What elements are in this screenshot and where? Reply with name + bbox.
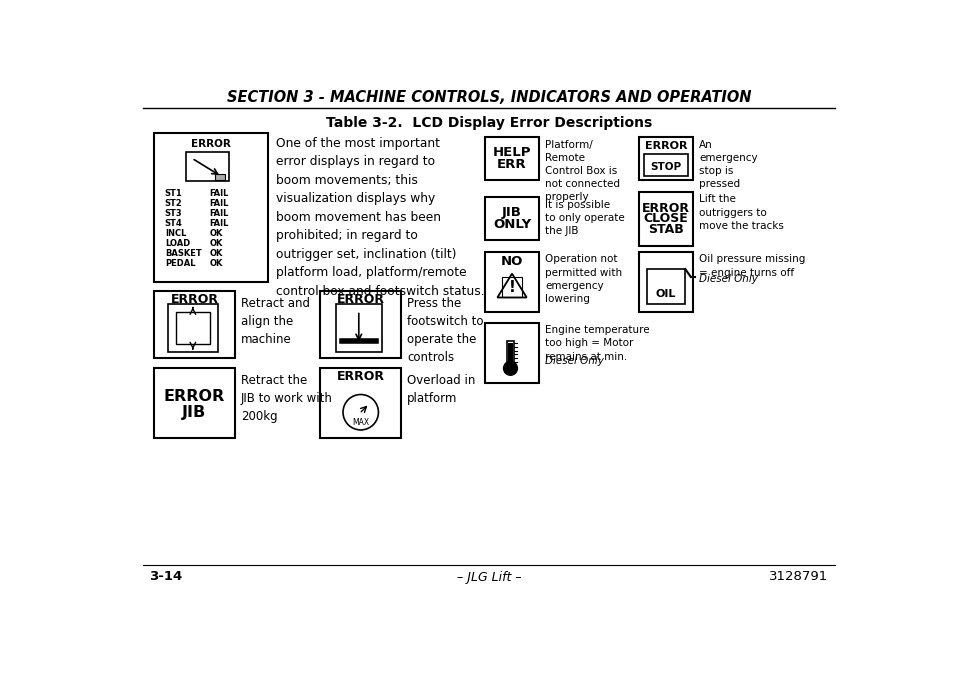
Text: Overload in
platform: Overload in platform (407, 375, 476, 406)
Text: MAX: MAX (352, 418, 369, 427)
Bar (639, 137, 692, 180)
Text: ERROR: ERROR (171, 293, 218, 306)
Text: Retract and
align the
machine: Retract and align the machine (241, 297, 310, 345)
Text: ST4: ST4 (165, 219, 182, 228)
Text: Engine temperature
too high = Motor
remains at min.: Engine temperature too high = Motor rema… (544, 325, 649, 362)
Bar (484, 323, 538, 383)
Bar (644, 154, 687, 176)
Bar (214, 174, 225, 180)
Bar (484, 197, 538, 240)
Text: ST1: ST1 (165, 189, 182, 198)
Text: SECTION 3 - MACHINE CONTROLS, INDICATORS AND OPERATION: SECTION 3 - MACHINE CONTROLS, INDICATORS… (227, 90, 750, 105)
Text: STAB: STAB (647, 223, 683, 236)
Text: FAIL: FAIL (210, 199, 229, 208)
Bar (506, 341, 514, 366)
Text: ERROR: ERROR (644, 141, 686, 151)
Bar (175, 312, 210, 345)
Text: OK: OK (210, 249, 223, 258)
Text: ONLY: ONLY (493, 218, 531, 231)
Text: ST2: ST2 (165, 199, 182, 208)
Text: Operation not
permitted with
emergency
lowering: Operation not permitted with emergency l… (544, 254, 621, 304)
Text: OIL: OIL (655, 289, 676, 299)
Text: 3128791: 3128791 (768, 571, 827, 583)
Bar (484, 252, 538, 312)
Text: Lift the
outriggers to
move the tracks: Lift the outriggers to move the tracks (699, 194, 783, 231)
Text: HELP: HELP (493, 146, 531, 159)
Text: JIB: JIB (182, 405, 206, 420)
Text: FAIL: FAIL (210, 209, 229, 218)
Text: An
emergency
stop is
pressed: An emergency stop is pressed (699, 140, 757, 189)
Text: PEDAL: PEDAL (165, 259, 195, 268)
Text: OK: OK (210, 259, 223, 268)
Text: FAIL: FAIL (210, 189, 229, 198)
Text: ST3: ST3 (165, 209, 182, 218)
Text: OK: OK (210, 239, 223, 248)
Text: CLOSE: CLOSE (643, 212, 688, 226)
Text: – JLG Lift –: – JLG Lift – (456, 571, 520, 583)
Text: Platform/
Remote
Control Box is
not connected
properly: Platform/ Remote Control Box is not conn… (544, 140, 619, 202)
Text: JIB: JIB (501, 206, 521, 219)
Text: NO: NO (500, 255, 522, 268)
Text: OK: OK (210, 229, 223, 238)
Bar (508, 343, 513, 364)
Text: LOAD: LOAD (165, 239, 190, 248)
Text: Table 3-2.  LCD Display Error Descriptions: Table 3-2. LCD Display Error Description… (326, 116, 651, 130)
Text: ERROR: ERROR (191, 139, 231, 149)
Bar (153, 368, 234, 437)
Text: Retract the
JIB to work with
200kg: Retract the JIB to work with 200kg (241, 375, 333, 423)
Bar (335, 304, 381, 352)
Text: It is possible
to only operate
the JIB: It is possible to only operate the JIB (544, 199, 624, 236)
Bar (153, 133, 268, 282)
Text: INCL: INCL (165, 229, 186, 238)
Circle shape (503, 362, 517, 375)
Text: FAIL: FAIL (210, 219, 229, 228)
Text: !: ! (508, 280, 515, 295)
Bar (501, 277, 521, 297)
Text: STOP: STOP (650, 162, 680, 172)
Bar (484, 137, 538, 180)
Text: Diesel Only: Diesel Only (544, 356, 603, 366)
Text: ERROR: ERROR (164, 389, 225, 404)
Bar (320, 368, 400, 437)
Bar (153, 291, 234, 358)
Text: ERROR: ERROR (641, 201, 689, 215)
Bar (168, 304, 217, 352)
Text: Press the
footswitch to
operate the
controls: Press the footswitch to operate the cont… (407, 297, 483, 364)
Bar (639, 192, 692, 246)
Bar (320, 291, 400, 358)
Bar (639, 252, 692, 312)
Text: ERROR: ERROR (336, 293, 384, 306)
Text: ERR: ERR (497, 158, 526, 171)
Text: One of the most important
error displays in regard to
boom movements; this
visua: One of the most important error displays… (275, 137, 484, 297)
Bar (186, 152, 229, 181)
Text: BASKET: BASKET (165, 249, 201, 258)
Text: ERROR: ERROR (336, 370, 384, 383)
Text: 3-14: 3-14 (150, 571, 182, 583)
Text: Oil pressure missing
= engine turns off: Oil pressure missing = engine turns off (699, 254, 804, 278)
Text: Diesel Only: Diesel Only (699, 274, 758, 285)
